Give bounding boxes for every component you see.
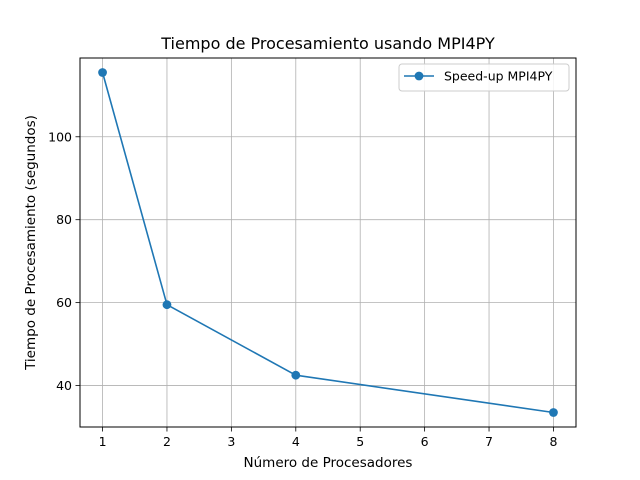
y-tick-label: 80 bbox=[56, 212, 72, 227]
legend-marker bbox=[414, 71, 424, 81]
x-axis-label: Número de Procesadores bbox=[244, 455, 413, 471]
series-layer bbox=[98, 68, 558, 417]
grid bbox=[80, 58, 576, 427]
data-point bbox=[291, 370, 301, 380]
x-axis: 1 2 3 4 5 6 7 8 bbox=[99, 427, 557, 449]
data-point bbox=[98, 68, 107, 77]
legend: Speed-up MPI4PY bbox=[398, 63, 570, 92]
plot-background bbox=[80, 58, 576, 427]
x-tick-label: 3 bbox=[227, 434, 235, 449]
plot-area bbox=[79, 57, 577, 428]
x-tick-label: 6 bbox=[421, 434, 429, 449]
x-tick-label: 8 bbox=[549, 434, 557, 449]
x-tick-label: 2 bbox=[163, 434, 171, 449]
legend-box bbox=[398, 63, 570, 92]
x-tick-label: 7 bbox=[485, 434, 493, 449]
data-point bbox=[162, 300, 172, 310]
y-tick-label: 40 bbox=[56, 378, 72, 393]
series-line bbox=[101, 72, 554, 414]
y-axis: 40 60 80 100 bbox=[48, 129, 80, 393]
data-point bbox=[549, 408, 558, 417]
plot-frame bbox=[79, 57, 577, 428]
x-tick-label: 5 bbox=[356, 434, 364, 449]
y-axis-label: Tiempo de Procesamiento (segundos) bbox=[23, 115, 39, 371]
x-tick-label: 1 bbox=[99, 434, 107, 449]
y-tick-label: 60 bbox=[56, 295, 72, 310]
legend-label: Speed-up MPI4PY bbox=[444, 69, 553, 84]
chart-title: Tiempo de Procesamiento usando MPI4PY bbox=[160, 34, 495, 53]
x-tick-label: 4 bbox=[292, 434, 300, 449]
y-tick-label: 100 bbox=[48, 129, 72, 144]
